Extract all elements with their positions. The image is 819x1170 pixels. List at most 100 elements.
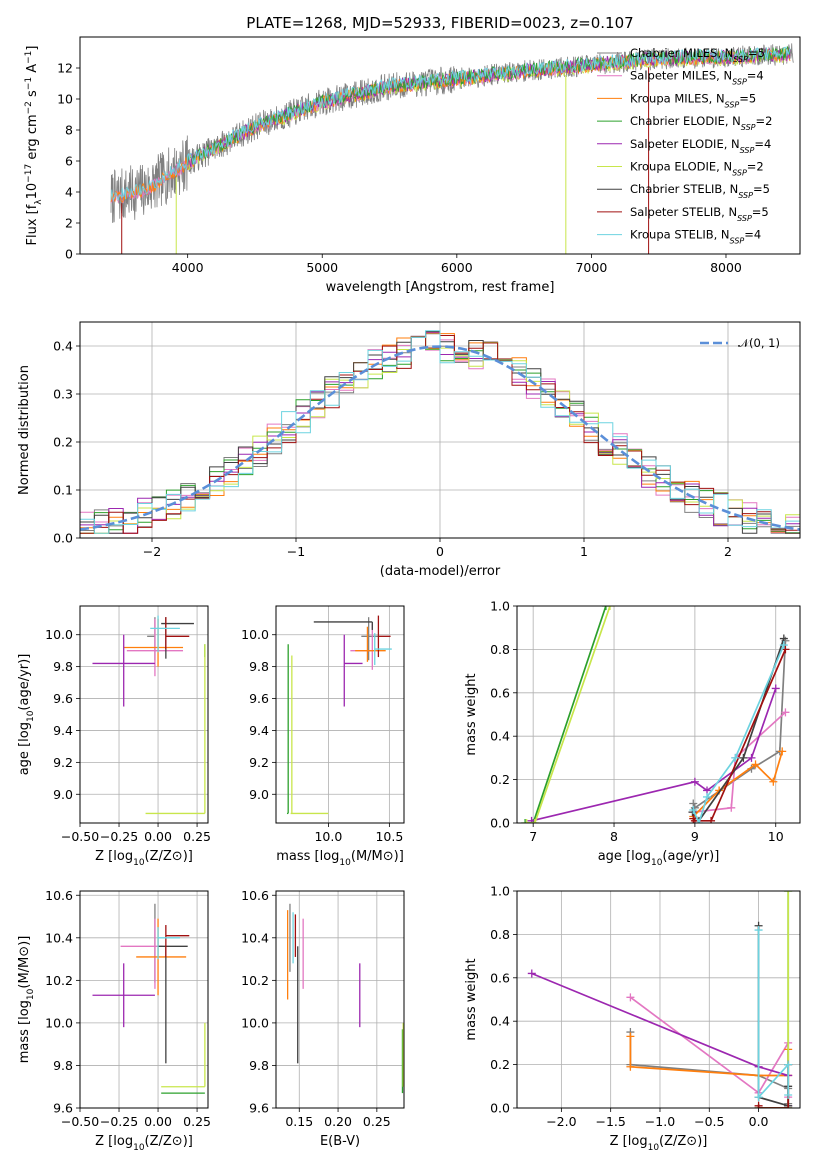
y-tick-label: 9.6: [249, 691, 269, 706]
y-tick-label: 9.2: [53, 755, 73, 770]
series-point: [751, 760, 760, 769]
normal-curve: [80, 345, 800, 531]
series-point: [626, 993, 635, 1002]
series-point: [754, 926, 763, 935]
series-point: [530, 819, 539, 823]
series-point: [522, 819, 531, 823]
axes-frame: [275, 605, 405, 824]
y-tick-label: 9.6: [53, 691, 73, 706]
axes-frame: [79, 605, 209, 824]
axes-frame: [79, 890, 209, 1109]
y-tick-label: 10.4: [45, 930, 73, 945]
x-tick-label: −0.25: [100, 1114, 138, 1129]
y-tick-label: 0.2: [490, 772, 510, 787]
axes-frame: [275, 890, 405, 1109]
x-axis-label: age [log10(age/yr)]: [598, 849, 720, 868]
x-tick-label: 10.5: [375, 829, 403, 844]
y-tick-label: 9.6: [249, 1101, 269, 1116]
series-line: [757, 930, 790, 1100]
errorbars: [286, 615, 392, 815]
x-tick-label: −1.5: [595, 1114, 625, 1129]
y-tick-label: 10.4: [241, 930, 269, 945]
series-point: [690, 777, 699, 786]
age-vs-mass-panel: 10.0 10.5 9.0 9.2 9.4 9.6 9.8 10.0 mass [log10(M…: [241, 605, 405, 868]
series-point: [601, 606, 610, 610]
x-tick-label: 7000: [575, 260, 607, 275]
y-tick-label: 0.4: [490, 1014, 510, 1029]
histogram-kroupa-elodie: [80, 336, 800, 534]
series-point: [778, 747, 787, 756]
y-tick-label: 1.0: [490, 599, 510, 614]
y-tick-label: 0.6: [490, 685, 510, 700]
series-line: [757, 925, 790, 1107]
y-tick-label: 0.0: [490, 816, 510, 831]
series-point: [784, 891, 793, 895]
series-line: [526, 606, 611, 823]
x-tick-label: 0: [436, 544, 444, 559]
x-axis-label: wavelength [Angstrom, rest frame]: [326, 280, 555, 295]
y-tick-label: 0.6: [490, 970, 510, 985]
y-axis-label: Flux [fλ10−17 erg cm−2 s−1 A−1]: [24, 46, 44, 246]
y-axis-label: Normed distribution: [17, 365, 32, 495]
axes-frame: [516, 605, 801, 824]
series-line: [758, 891, 790, 1108]
x-tick-label: −2.0: [546, 1114, 576, 1129]
legend-entry: Chabrier STELIB, NSSP=5: [630, 182, 770, 200]
y-tick-label: 9.0: [249, 787, 269, 802]
x-tick-label: −0.5: [694, 1114, 724, 1129]
series-point: [781, 708, 790, 717]
y-tick-label: 9.8: [249, 659, 269, 674]
x-tick-label: 0.15: [285, 1114, 313, 1129]
series-point: [521, 819, 530, 823]
y-tick-label: 10.6: [241, 888, 269, 903]
series-line: [691, 638, 785, 823]
x-tick-label: 7: [529, 829, 537, 844]
x-tick-label: 0.00: [144, 829, 172, 844]
x-tick-label: 9: [691, 829, 699, 844]
y-tick-label: 4: [65, 185, 73, 200]
x-tick-label: −0.25: [100, 829, 138, 844]
y-axis-label: mass weight: [464, 673, 479, 755]
legend-entry: Salpeter STELIB, NSSP=5: [630, 205, 769, 223]
weight-lines: [527, 891, 793, 1108]
x-tick-label: 6000: [441, 260, 473, 275]
legend-entry: Kroupa ELODIE, NSSP=2: [630, 160, 764, 178]
model-spectrum-kroupa-elodie: [187, 47, 791, 171]
x-tick-label: 0.20: [324, 1114, 352, 1129]
x-axis-label: E(B-V): [320, 1134, 360, 1149]
errorbars: [286, 903, 404, 1094]
y-tick-label: 0.1: [53, 483, 73, 498]
y-tick-label: 1.0: [490, 884, 510, 899]
y-tick-label: 0.3: [53, 387, 73, 402]
y-tick-label: 9.6: [53, 1101, 73, 1116]
y-axis-label: mass weight: [464, 958, 479, 1040]
x-tick-label: 10: [768, 829, 784, 844]
x-tick-label: 0.25: [183, 829, 211, 844]
series-point: [754, 1093, 763, 1102]
axes-frame: [79, 36, 801, 255]
x-tick-label: 0.25: [183, 1114, 211, 1129]
x-axis-label: Z [log10(Z/Z⊙)]: [610, 1134, 708, 1153]
legend-entry: Chabrier ELODIE, NSSP=2: [630, 114, 772, 132]
spectrum-legend: Chabrier MILES, NSSP=5 Salpeter MILES, NS…: [597, 46, 772, 245]
y-tick-label: 9.4: [53, 723, 73, 738]
y-tick-label: 10: [57, 92, 73, 107]
age-vs-Z-panel: −0.50 −0.25 0.00 0.25 9.0 9.2 9.4 9.6 9.8 10.0 Z […: [17, 605, 211, 868]
figure-title: PLATE=1268, MJD=52933, FIBERID=0023, z=0…: [246, 14, 633, 32]
series-line: [525, 606, 607, 823]
x-tick-label: 10.0: [314, 829, 342, 844]
series-point: [784, 1104, 793, 1108]
y-tick-label: 9.4: [249, 723, 269, 738]
y-tick-label: 9.8: [53, 1058, 73, 1073]
mass-vs-EBV-panel: 0.15 0.20 0.25 9.6 9.8 10.0 10.2 10.4 10.6 E(B-V): [241, 888, 405, 1149]
y-axis-label: mass [log10(M/M⊙)]: [17, 936, 36, 1064]
x-tick-label: 0.25: [363, 1114, 391, 1129]
series-point: [626, 1062, 635, 1071]
y-tick-label: 8: [65, 123, 73, 138]
x-tick-label: 0.0: [749, 1114, 769, 1129]
y-tick-label: 10.0: [45, 1015, 73, 1030]
y-tick-label: 0.0: [53, 531, 73, 546]
residuals-panel: −2 −1 0 1 2 0.0 0.1 0.2 0.3 0.4 (data-model)/error…: [17, 321, 801, 579]
x-tick-label: 1: [580, 544, 588, 559]
spectrum-lines: [110, 43, 794, 254]
